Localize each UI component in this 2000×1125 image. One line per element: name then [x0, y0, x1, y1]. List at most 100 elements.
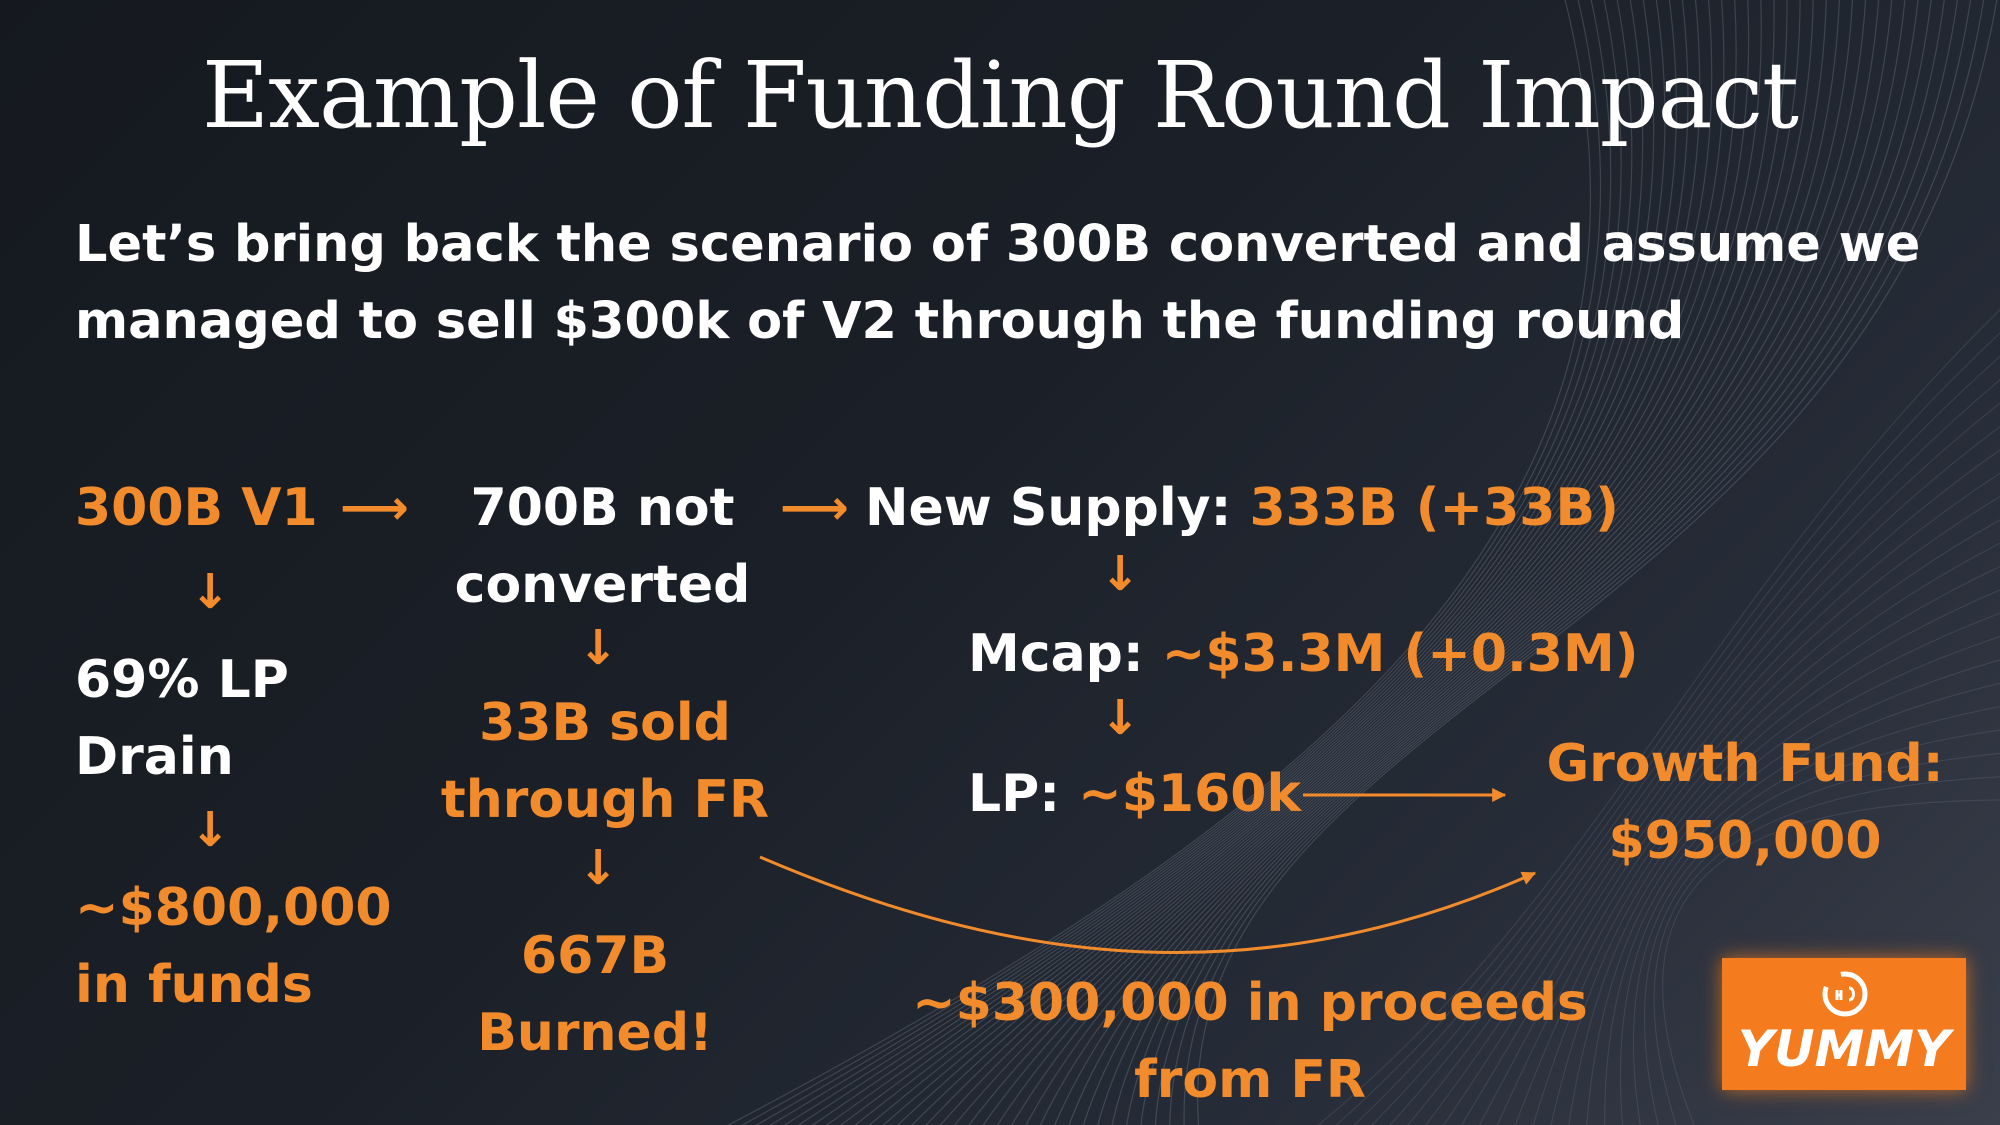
background-line — [727, 0, 1592, 1125]
background-line — [1371, 379, 2000, 1125]
background-line — [1097, 0, 1906, 1125]
yummy-logo: YUMMY — [1722, 958, 1966, 1090]
proceeds-line-1: ~$300,000 in proceeds — [912, 973, 1588, 1033]
node-sold-through-fr: 33B sold through FR — [425, 685, 785, 839]
arrow-down-icon: ↓ — [578, 840, 619, 896]
funds-line-2: in funds — [75, 955, 313, 1015]
background-line — [755, 0, 1612, 1125]
background-line — [1532, 589, 2000, 1125]
background-line — [1514, 566, 2000, 1125]
background-line — [1082, 0, 1893, 1125]
subtitle-line-2: managed to sell $300k of V2 through the … — [75, 292, 1685, 351]
background-line — [1154, 0, 1958, 1125]
background-line — [797, 0, 1644, 1125]
background-line — [911, 0, 1737, 1125]
background-line — [1317, 309, 2000, 1125]
lp-drain-line-2: Drain — [75, 727, 234, 787]
proceeds-line-2: from FR — [1134, 1050, 1366, 1110]
node-new-supply: New Supply: 333B (+33B) — [865, 470, 1619, 547]
background-line — [896, 0, 1725, 1125]
arrow-down-icon: ↓ — [190, 564, 231, 620]
lp-label: LP: — [968, 764, 1061, 824]
background-line — [1407, 425, 2000, 1125]
background-line — [1353, 355, 2000, 1125]
background-line — [1568, 636, 2000, 1125]
background-line — [1632, 729, 2000, 1125]
not-converted-line-2: converted — [454, 555, 751, 615]
background-line — [1496, 542, 2000, 1125]
arrow-right-icon: ⟶ — [780, 480, 849, 536]
background-line — [1169, 0, 1971, 1125]
background-line — [1620, 706, 2000, 1125]
background-line — [1550, 612, 2000, 1125]
mcap-value: ~$3.3M (+0.3M) — [1161, 624, 1639, 684]
background-line — [1443, 472, 2000, 1125]
arrow-down-icon: ↓ — [190, 802, 231, 858]
not-converted-line-1: 700B not — [470, 478, 735, 538]
node-lp: LP: ~$160k — [968, 756, 1301, 833]
background-line — [1068, 0, 1880, 1125]
background-line — [982, 0, 1801, 1125]
mcap-label: Mcap: — [968, 624, 1144, 684]
background-line — [882, 0, 1713, 1125]
background-line — [1039, 0, 1853, 1125]
background-line — [1140, 0, 1945, 1125]
node-mcap: Mcap: ~$3.3M (+0.3M) — [968, 616, 1638, 693]
background-line — [939, 0, 1762, 1125]
new-supply-label: New Supply: — [865, 478, 1232, 538]
growth-line-2: $950,000 — [1608, 811, 1882, 871]
background-line — [868, 0, 1701, 1125]
background-line — [925, 0, 1750, 1125]
background-line — [968, 0, 1788, 1125]
background-line — [953, 0, 1775, 1125]
background-line — [1054, 0, 1866, 1125]
background-line — [1643, 752, 2000, 1125]
node-lp-drain: 69% LP Drain — [75, 642, 289, 796]
lp-value: ~$160k — [1078, 764, 1302, 824]
background-line — [1425, 449, 2000, 1125]
growth-line-1: Growth Fund: — [1546, 734, 1944, 794]
background-line — [1197, 0, 1998, 1125]
background-line — [769, 0, 1622, 1125]
background-line — [741, 0, 1602, 1125]
background-line — [996, 0, 1814, 1125]
node-proceeds: ~$300,000 in proceeds from FR — [800, 965, 1700, 1119]
arrow-down-icon: ↓ — [1100, 690, 1141, 746]
background-line — [1460, 496, 2000, 1125]
node-not-converted: 700B not converted — [430, 470, 775, 624]
background-line — [1126, 0, 1932, 1125]
background-line — [1335, 332, 2000, 1125]
background-line — [783, 0, 1633, 1125]
arrow-right-icon: ⟶ — [340, 480, 409, 536]
background-line — [1478, 519, 2000, 1125]
fr-to-growth-curve-arrow — [759, 855, 1537, 954]
node-300b-v1: 300B V1 — [75, 478, 318, 538]
node-burned: 667B Burned! — [445, 918, 745, 1072]
yummy-logo-icon — [1822, 971, 1868, 1017]
background-line — [1604, 682, 2000, 1125]
sold-line-2: through FR — [440, 770, 770, 830]
background-line — [1653, 776, 2000, 1125]
new-supply-value: 333B (+33B) — [1249, 478, 1619, 538]
arrow-down-icon: ↓ — [578, 620, 619, 676]
subtitle-line-1: Let’s bring back the scenario of 300B co… — [75, 215, 1921, 274]
background-line — [1389, 402, 2000, 1125]
logo-text: YUMMY — [1737, 1020, 1951, 1078]
background-line — [854, 0, 1689, 1125]
node-growth-fund: Growth Fund: $950,000 — [1530, 726, 1960, 880]
background-line — [1586, 659, 2000, 1125]
background-line — [840, 0, 1677, 1125]
burned-line-2: Burned! — [477, 1003, 713, 1063]
lp-drain-line-1: 69% LP — [75, 650, 289, 710]
arrow-down-icon: ↓ — [1100, 546, 1141, 602]
funds-line-1: ~$800,000 — [75, 878, 392, 938]
background-line — [1025, 0, 1840, 1125]
node-funds: ~$800,000 in funds — [75, 870, 392, 1024]
slide-title: Example of Funding Round Impact — [202, 42, 1799, 149]
background-line — [1111, 0, 1919, 1125]
burned-line-1: 667B — [520, 926, 670, 986]
background-line — [811, 0, 1655, 1125]
slide-subtitle: Let’s bring back the scenario of 300B co… — [75, 206, 1975, 360]
